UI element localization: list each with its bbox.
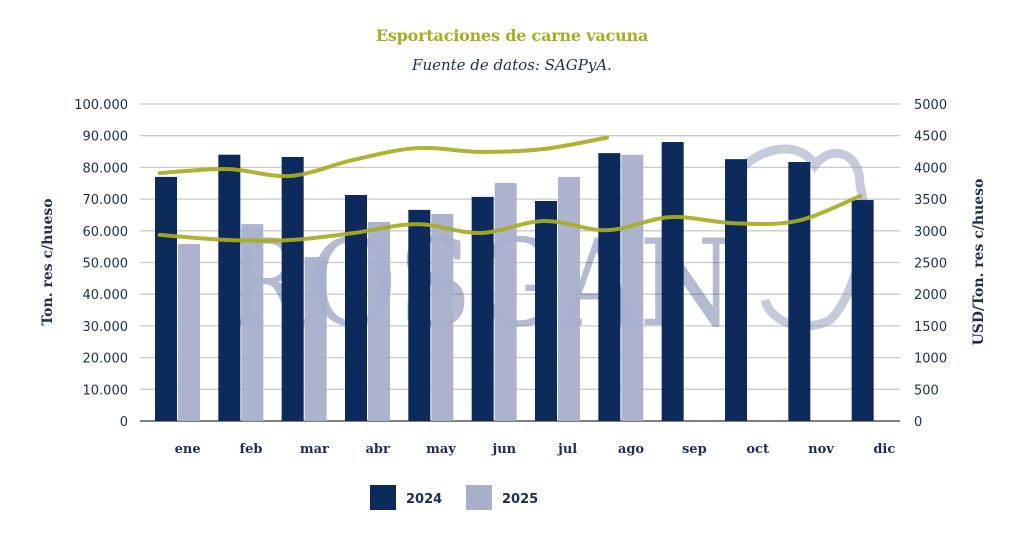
bar-2024 [788,162,811,422]
y-tick-label-right: 1000 [914,352,947,367]
y-tick-label-left: 50.000 [83,257,129,272]
y-tick-label-left: 100.000 [74,98,128,113]
x-tick-label: nov [808,442,834,457]
legend-label-2024: 2024 [406,492,442,507]
bar-2025 [558,176,580,421]
line-precio-2025 [157,135,609,179]
bar-2025 [368,221,390,421]
x-tick-label: jul [557,442,577,457]
x-tick-label: sep [682,442,707,457]
y-tick-label-right: 4000 [914,161,947,176]
y-tick-label-left: 90.000 [83,130,129,145]
x-tick-label: mar [300,442,329,457]
bar-2024 [725,159,747,421]
bar-2024 [471,196,494,421]
y-tick-label-right: 0 [914,415,922,430]
y-axis-label-left: Ton. res c/hueso [40,198,56,325]
legend-swatch-2024 [370,485,396,510]
y-tick-label-right: 3500 [914,193,947,208]
y-tick-label-left: 40.000 [83,288,129,303]
y-tick-label-left: 0 [120,415,128,430]
y-tick-label-left: 20.000 [83,352,129,367]
bars [155,142,874,422]
chart-title: Esportaciones de carne vacuna [375,26,649,45]
bar-2025 [431,213,454,421]
y-tick-label-right: 500 [914,383,939,398]
x-tick-label: dic [873,442,895,457]
grid-lines [140,103,900,422]
legend-label-2025: 2025 [502,492,538,507]
bar-2024 [598,153,621,421]
x-tick-label: may [426,442,456,457]
y-tick-label-right: 1500 [914,320,947,335]
y-tick-label-right: 3000 [914,225,947,240]
lines [157,135,863,243]
y-tick-label-right: 5000 [914,98,947,113]
line-precio-2024 [157,193,863,243]
x-tick-label: ago [618,442,645,457]
bar-2024 [345,194,367,421]
bar-2024 [535,201,557,421]
bar-2024 [661,142,684,422]
x-tick-label: feb [240,442,263,457]
y-tick-label-left: 10.000 [83,383,129,398]
bar-2024 [408,209,431,421]
x-tick-label: ene [175,442,201,457]
y-tick-label-right: 2500 [914,257,947,272]
bar-2025 [621,154,644,421]
legend-swatch-2025 [466,485,492,510]
y-tick-label-left: 80.000 [83,161,129,176]
y-axis-label-right: USD/Ton. res c/hueso [971,179,987,346]
bar-2024 [155,176,177,421]
bar-2024 [218,154,241,421]
y-tick-label-right: 4500 [914,130,947,145]
y-tick-label-left: 60.000 [83,225,129,240]
bar-2025 [241,224,264,421]
x-tick-label: oct [746,442,769,457]
bar-2024 [851,200,874,421]
bar-2025 [494,182,517,421]
chart-subtitle: Fuente de datos: SAGPyA. [412,56,612,74]
x-axis: ene feb mar abr may jun jul ago sep oct nov dic [175,442,896,457]
y-tick-label-left: 30.000 [83,320,129,335]
x-tick-label: jun [492,442,517,457]
bar-2024 [281,156,304,421]
bar-2025 [304,257,327,421]
bar-2025 [178,244,200,421]
y-tick-label-left: 70.000 [83,193,129,208]
legend: 2024 2025 [370,485,538,510]
y-axis-right: 0 500 1000 1500 2000 2500 3000 3500 4000 4500 5000 [914,98,947,430]
y-axis-left: 0 10.000 20.000 30.000 40.000 50.000 60.000 70.… [74,98,128,430]
x-tick-label: abr [365,442,390,457]
y-tick-label-right: 2000 [914,288,947,303]
